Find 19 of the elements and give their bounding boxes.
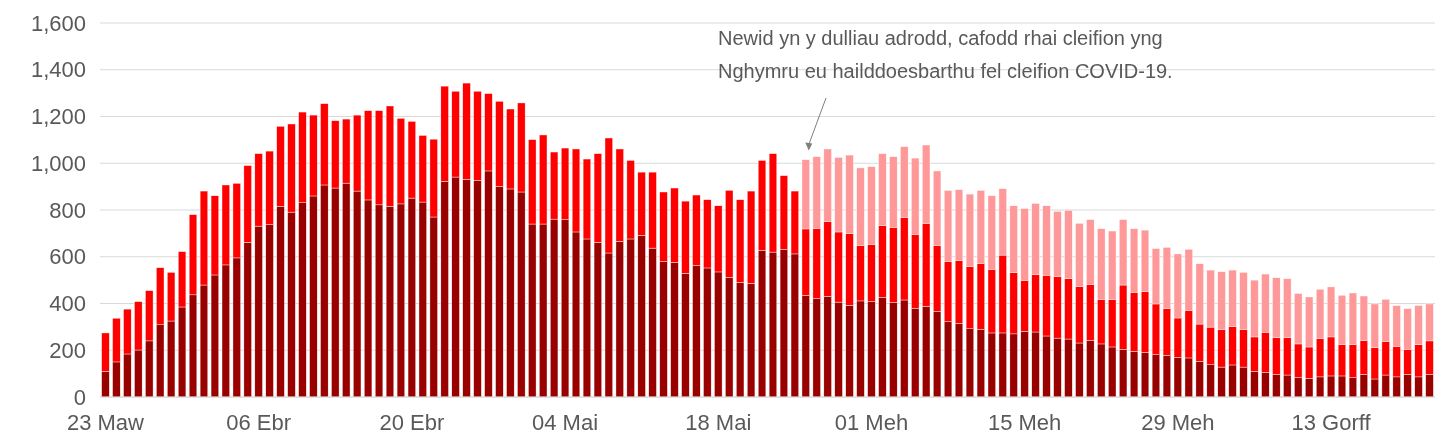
y-tick-label: 1,000 — [30, 150, 86, 176]
x-tick-label: 20 Ebr — [379, 410, 445, 435]
x-tick-label: 04 Mai — [532, 410, 599, 435]
x-tick-label: 23 Maw — [66, 410, 145, 435]
y-tick-label: 1,600 — [30, 10, 86, 36]
x-tick-label: 15 Meh — [987, 410, 1062, 435]
x-tick-label: 29 Meh — [1141, 410, 1215, 435]
x-tick-label: 01 Meh — [834, 410, 909, 435]
annotation: Newid yn y dulliau adrodd, cafodd rhai cleifion yng Nghymru eu hailddoesbarthu fel cleifion COVID-19. — [718, 27, 1173, 82]
y-tick-label: 800 — [49, 197, 86, 223]
x-tick-label: 13 Gorff — [1291, 410, 1372, 435]
x-tick-label: 18 Mai — [685, 410, 752, 435]
y-tick-label: 600 — [49, 244, 86, 270]
x-tick-label: 06 Ebr — [226, 410, 292, 435]
y-tick-label: 1,400 — [30, 57, 86, 83]
y-tick-label: 400 — [49, 291, 86, 317]
y-tick-label: 0 — [73, 384, 86, 410]
y-tick-label: 1,200 — [30, 104, 86, 130]
y-tick-label: 200 — [49, 337, 86, 363]
